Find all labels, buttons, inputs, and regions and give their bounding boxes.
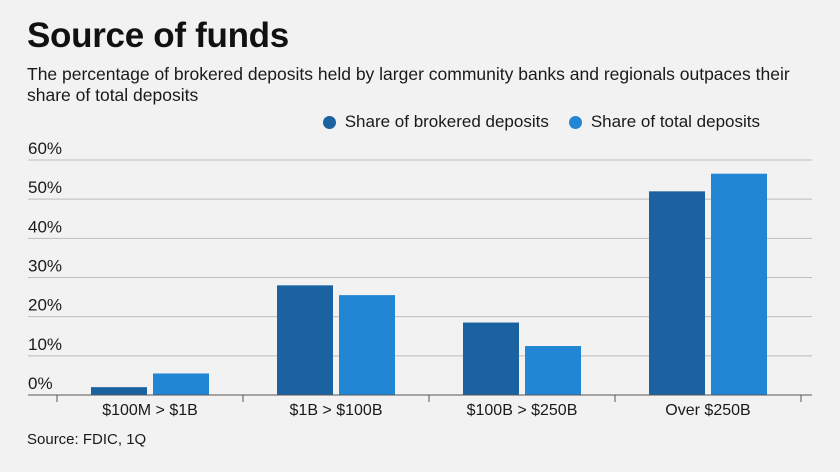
source-note: Source: FDIC, 1Q (27, 431, 147, 448)
legend-swatch-brokered (322, 115, 336, 129)
y-tick-label: 60% (28, 139, 62, 158)
bar-total (711, 173, 767, 395)
legend-label-total: Share of total deposits (590, 112, 760, 131)
chart-subtitle: The percentage of brokered deposits held… (27, 64, 790, 105)
legend-swatch-total (568, 115, 582, 129)
y-tick-label: 20% (28, 296, 62, 315)
bar-total (525, 346, 581, 395)
y-tick-label: 50% (28, 178, 62, 197)
y-tick-label: 0% (28, 374, 53, 393)
x-tick-label: Over $250B (665, 402, 750, 419)
legend: Share of brokered deposits Share of tota… (322, 112, 760, 132)
chart-title: Source of funds (27, 16, 289, 55)
bar-brokered (277, 285, 333, 395)
bar-brokered (463, 322, 519, 395)
y-tick-label: 30% (28, 257, 62, 276)
x-tick-label: $1B > $100B (290, 402, 383, 419)
x-tick-label: $100M > $1B (102, 402, 198, 419)
bar-total (153, 373, 209, 395)
y-tick-label: 10% (28, 335, 62, 354)
legend-label-brokered: Share of brokered deposits (344, 112, 549, 131)
y-tick-label: 40% (28, 217, 62, 236)
x-tick-label: $100B > $250B (467, 402, 578, 419)
legend-item-brokered: Share of brokered deposits (322, 112, 549, 132)
bar-brokered (91, 387, 147, 395)
bar-total (339, 295, 395, 395)
bar-brokered (649, 191, 705, 395)
legend-item-total: Share of total deposits (568, 112, 760, 132)
